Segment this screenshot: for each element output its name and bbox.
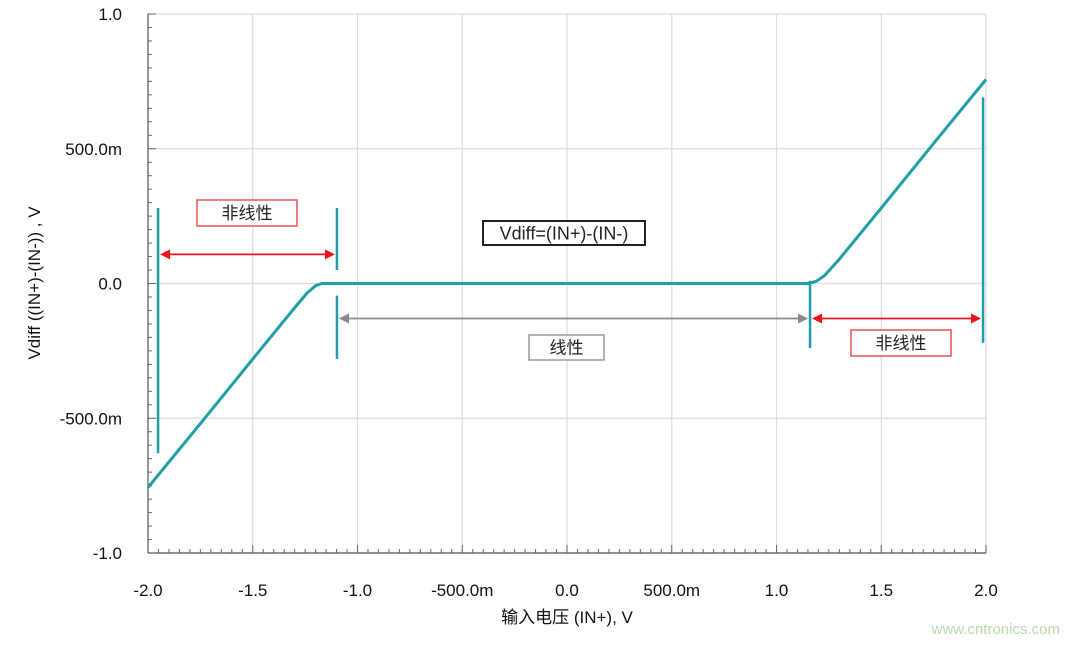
axes <box>147 13 987 554</box>
linear-label: 线性 <box>550 339 584 358</box>
series-line <box>146 78 988 489</box>
vdiff-formula-label: Vdiff=(IN+)-(IN-) <box>500 223 629 243</box>
linear-label-box <box>528 334 605 361</box>
arrow-head-right <box>971 313 982 324</box>
x-tick-label: 2.0 <box>974 581 998 600</box>
x-tick-label: -1.0 <box>343 581 372 600</box>
y-tick-label: 500.0m <box>65 140 122 159</box>
x-tick-label: -1.5 <box>238 581 267 600</box>
x-tick-label: 500.0m <box>643 581 700 600</box>
x-tick-label: 0.0 <box>555 581 579 600</box>
y-tick-label: 0.0 <box>98 275 122 294</box>
x-tick-label: -2.0 <box>133 581 162 600</box>
arrow-head-right <box>324 249 335 260</box>
x-tick-label: 1.0 <box>765 581 789 600</box>
series <box>146 78 988 489</box>
arrow-head-left <box>812 313 823 324</box>
x-tick-label: -500.0m <box>431 581 493 600</box>
arrow-head-right <box>798 313 809 324</box>
arrow-head-left <box>160 249 171 260</box>
nonlinear-label-left: 非线性 <box>222 204 273 223</box>
x-axis-label: 输入电压 (IN+), V <box>501 608 633 627</box>
y-tick-label: -500.0m <box>60 409 122 428</box>
nonlinear-label-right: 非线性 <box>876 334 927 353</box>
vdiff-formula-label-box <box>482 220 646 246</box>
y-tick-label: -1.0 <box>93 544 122 563</box>
y-axis-label: Vdiff ((IN+)-(IN-)) , V <box>25 206 44 360</box>
tick-labels: -2.0 -1.5 -1.0 -500.0m 0.0 500.0m 1.0 1.5 2.0 1.0… <box>60 5 998 600</box>
x-tick-label: 1.5 <box>869 581 893 600</box>
arrow-head-left <box>338 313 349 324</box>
nonlinear-label-left-box <box>196 199 298 227</box>
y-tick-label: 1.0 <box>98 5 122 24</box>
nonlinear-label-right-box <box>850 329 952 357</box>
watermark: www.cntronics.com <box>931 621 1060 638</box>
